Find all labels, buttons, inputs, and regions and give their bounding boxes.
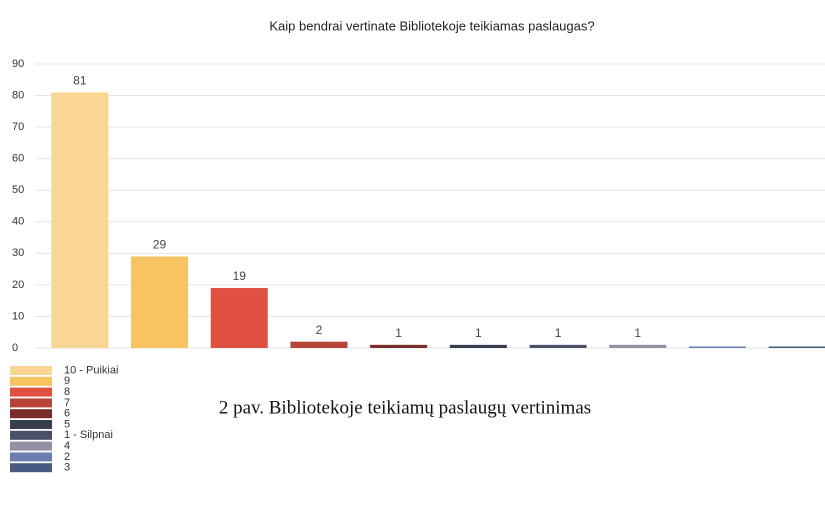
bar <box>768 346 825 348</box>
legend-label: 10 - Puikiai <box>64 364 118 376</box>
legend-label: 4 <box>64 440 70 452</box>
data-label: 1 <box>395 326 402 340</box>
bar <box>51 92 109 349</box>
legend-swatch <box>10 430 52 440</box>
legend-label: 3 <box>64 462 70 474</box>
y-tick-label: 40 <box>12 216 24 228</box>
legend-label: 8 <box>64 386 70 398</box>
data-label: 1 <box>555 326 562 340</box>
chart-title: Kaip bendrai vertinate Bibliotekoje teik… <box>269 18 594 33</box>
legend-swatch <box>10 387 52 397</box>
bar <box>609 344 667 348</box>
data-label: 29 <box>153 238 167 252</box>
legend-swatch <box>10 441 52 451</box>
y-tick-label: 30 <box>12 247 24 259</box>
legend-label: 1 - Silpnai <box>64 429 113 441</box>
y-tick-label: 80 <box>12 89 24 101</box>
y-tick-label: 90 <box>12 58 24 70</box>
legend-swatch <box>10 366 52 375</box>
y-tick-label: 10 <box>12 310 24 322</box>
y-tick-label: 20 <box>12 279 24 291</box>
legend-swatch <box>10 376 52 386</box>
legend-swatch <box>10 409 52 419</box>
y-tick-label: 60 <box>12 153 24 165</box>
legend-label: 5 <box>64 418 70 430</box>
bar <box>529 344 587 348</box>
legend-swatch <box>10 398 52 408</box>
legend-label: 9 <box>64 375 70 387</box>
data-label: 19 <box>233 269 247 283</box>
data-label: 1 <box>475 326 482 340</box>
legend-swatch <box>10 452 52 462</box>
data-label: 81 <box>73 74 87 88</box>
bar <box>210 288 268 348</box>
data-label: 1 <box>634 326 641 340</box>
bar <box>370 344 428 348</box>
legend-swatch <box>10 463 52 473</box>
caption: 2 pav. Bibliotekoje teikiamų paslaugų ve… <box>219 397 591 418</box>
bar <box>688 346 746 348</box>
bar <box>131 256 189 348</box>
y-tick-label: 70 <box>12 121 24 133</box>
legend-label: 6 <box>64 408 70 420</box>
bar <box>449 344 507 348</box>
data-label: 2 <box>316 323 323 337</box>
legend-label: 2 <box>64 451 70 463</box>
y-tick-label: 0 <box>12 342 18 354</box>
legend-swatch <box>10 420 52 429</box>
bar <box>290 341 348 348</box>
legend-label: 7 <box>64 397 70 409</box>
y-tick-label: 50 <box>12 184 24 196</box>
